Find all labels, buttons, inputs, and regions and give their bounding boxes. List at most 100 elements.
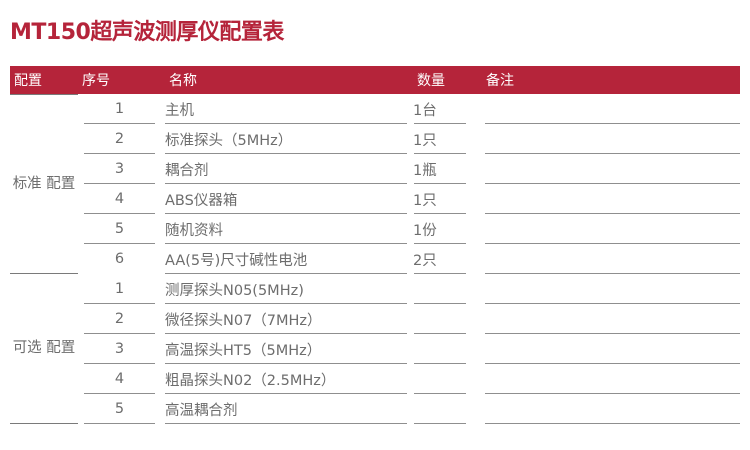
cell-index: 3: [78, 154, 165, 184]
cell-name: 高温耦合剂: [165, 394, 413, 424]
cell-remark: [482, 184, 740, 214]
cell-index: 3: [78, 334, 165, 364]
table-header: 配置 序号 名称 数量 备注: [10, 66, 740, 94]
cell-remark: [482, 244, 740, 274]
cell-index: 5: [78, 394, 165, 424]
cell-name-value: ABS仪器箱: [165, 192, 238, 209]
cell-quantity: [413, 334, 482, 364]
cell-quantity-value: 1台: [413, 102, 437, 119]
cell-index: 4: [78, 184, 165, 214]
cell-quantity: [413, 274, 482, 304]
cell-name-value: 耦合剂: [165, 162, 209, 179]
cell-index-value: 3: [114, 161, 125, 177]
cell-name: ABS仪器箱: [165, 184, 413, 214]
cell-name: 粗晶探头N02（2.5MHz）: [165, 364, 413, 394]
cell-index: 1: [78, 274, 165, 304]
cell-quantity: 1瓶: [413, 154, 482, 184]
cell-remark: [482, 364, 740, 394]
cell-name-value: 标准探头（5MHz）: [165, 132, 293, 149]
cell-name: 耦合剂: [165, 154, 413, 184]
cell-remark: [482, 304, 740, 334]
cell-rule: [165, 153, 407, 154]
cell-rule: [84, 303, 155, 304]
cell-quantity: 1份: [413, 214, 482, 244]
table-row: 2 微径探头N07（7MHz）: [10, 304, 740, 334]
cell-remark: [482, 124, 740, 154]
cell-rule: [414, 273, 466, 274]
cell-rule: [84, 243, 155, 244]
cell-rule: [485, 423, 740, 424]
cell-rule: [485, 393, 740, 394]
cell-quantity: 1只: [413, 184, 482, 214]
cell-rule: [414, 393, 466, 394]
cell-name: 测厚探头N05(5MHz): [165, 274, 413, 304]
column-header-name: 名称: [165, 66, 413, 94]
cell-index-value: 2: [114, 311, 125, 327]
cell-quantity: 1台: [413, 94, 482, 124]
cell-rule: [84, 213, 155, 214]
cell-index-value: 6: [114, 251, 125, 267]
cell-name-value: 粗晶探头N02（2.5MHz）: [165, 372, 336, 389]
cell-index: 5: [78, 214, 165, 244]
cell-rule: [84, 393, 155, 394]
cell-rule: [165, 333, 407, 334]
cell-name: 随机资料: [165, 214, 413, 244]
cell-remark: [482, 274, 740, 304]
table-row: 6 AA(5号)尺寸碱性电池 2只: [10, 244, 740, 274]
cell-rule: [414, 423, 466, 424]
cell-quantity: [413, 394, 482, 424]
cell-rule: [165, 123, 407, 124]
cell-rule: [414, 303, 466, 304]
cell-name-value: 测厚探头N05(5MHz): [165, 282, 304, 299]
cell-rule: [84, 123, 155, 124]
column-header-config: 配置: [10, 66, 78, 94]
cell-name: 标准探头（5MHz）: [165, 124, 413, 154]
column-header-quantity: 数量: [413, 66, 482, 94]
cell-index: 4: [78, 364, 165, 394]
group-label-line1: 标准: [12, 175, 42, 192]
cell-rule: [485, 273, 740, 274]
table-row: 2 标准探头（5MHz） 1只: [10, 124, 740, 154]
column-header-remark-label: 备注: [486, 73, 514, 89]
cell-quantity-value: 1只: [413, 192, 437, 209]
cell-rule: [165, 243, 407, 244]
cell-remark: [482, 214, 740, 244]
cell-rule: [84, 183, 155, 184]
cell-name-value: 高温探头HT5（5MHz）: [165, 342, 322, 359]
cell-index-value: 5: [114, 221, 125, 237]
cell-rule: [165, 423, 407, 424]
cell-name-value: 高温耦合剂: [165, 402, 238, 419]
cell-remark: [482, 394, 740, 424]
cell-rule: [485, 333, 740, 334]
cell-name: 微径探头N07（7MHz）: [165, 304, 413, 334]
cell-index-value: 1: [114, 101, 125, 117]
cell-rule: [165, 213, 407, 214]
cell-quantity-value: 2只: [413, 252, 437, 269]
table-body: 标准 配置 1 主机 1台: [10, 94, 740, 424]
column-header-index-label: 序号: [82, 73, 110, 89]
table-row: 4 粗晶探头N02（2.5MHz）: [10, 364, 740, 394]
group-cell-optional: 可选 配置: [10, 274, 78, 424]
cell-quantity: 1只: [413, 124, 482, 154]
cell-rule: [414, 183, 466, 184]
cell-remark: [482, 94, 740, 124]
cell-index: 2: [78, 304, 165, 334]
cell-rule: [414, 243, 466, 244]
table-row: 标准 配置 1 主机 1台: [10, 94, 740, 274]
cell-quantity-value: 1瓶: [413, 162, 437, 179]
group-label-line2: 配置: [46, 175, 76, 192]
cell-rule: [414, 153, 466, 154]
cell-index-value: 4: [114, 371, 125, 387]
cell-rule: [485, 243, 740, 244]
cell-rule: [414, 123, 466, 124]
cell-rule: [84, 153, 155, 154]
cell-rule: [165, 303, 407, 304]
cell-index: 2: [78, 124, 165, 154]
cell-rule: [414, 213, 466, 214]
cell-quantity-value: 1只: [413, 132, 437, 149]
cell-quantity: 2只: [413, 244, 482, 274]
cell-rule: [165, 363, 407, 364]
cell-rule: [84, 333, 155, 334]
cell-rule: [165, 183, 407, 184]
